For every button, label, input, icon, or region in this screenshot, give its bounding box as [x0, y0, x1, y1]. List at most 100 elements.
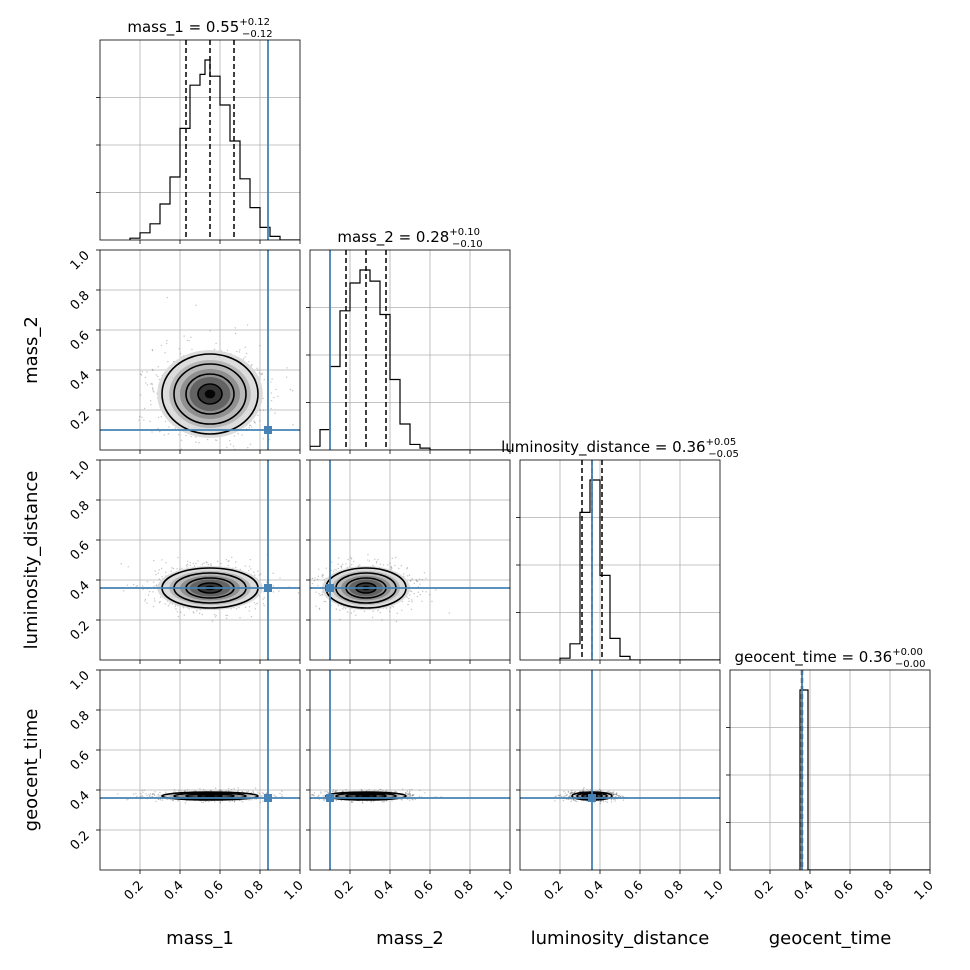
sample-point [253, 571, 255, 574]
sample-point [226, 349, 229, 352]
sample-point [158, 569, 160, 571]
sample-point [155, 584, 158, 586]
sample-point [263, 379, 265, 381]
sample-point [219, 802, 221, 804]
sample-point [242, 358, 245, 360]
sample-point [391, 800, 393, 802]
sample-point [406, 575, 409, 577]
histogram-luminosity_distance [559, 479, 720, 660]
sample-point [160, 416, 162, 418]
sample-point [149, 400, 152, 402]
sample-point [265, 792, 267, 795]
sample-point [153, 598, 156, 600]
sample-point [337, 563, 339, 565]
sample-point [381, 619, 383, 621]
sample-point [251, 799, 253, 801]
sample-point [418, 578, 421, 580]
sample-point [151, 348, 154, 351]
sample-point [179, 568, 181, 570]
sample-point [600, 800, 602, 803]
sample-point [254, 422, 256, 424]
sample-point [564, 795, 567, 797]
sample-point [183, 790, 186, 792]
sample-point [346, 611, 349, 613]
sample-point [409, 789, 411, 791]
sample-point [321, 575, 323, 577]
sample-point [615, 792, 618, 794]
sample-point [374, 789, 376, 791]
sample-point [225, 559, 228, 561]
sample-point [155, 800, 157, 803]
density-level [204, 389, 216, 399]
sample-point [352, 801, 354, 803]
sample-point [619, 795, 622, 798]
sample-point [173, 789, 176, 791]
sample-point [249, 443, 251, 445]
sample-point [248, 610, 250, 612]
sample-point [241, 801, 244, 803]
sample-point [409, 790, 411, 793]
sample-point [263, 597, 265, 599]
sample-point [157, 793, 159, 796]
sample-point [206, 561, 208, 564]
sample-point [258, 792, 260, 795]
sample-point [203, 562, 205, 564]
sample-point [192, 562, 194, 565]
y-tick-label: 1.0 [68, 668, 93, 693]
sample-point [179, 352, 182, 355]
sample-point [141, 416, 143, 418]
sample-point [292, 593, 293, 594]
sample-point [322, 576, 324, 578]
sample-point [581, 789, 584, 792]
sample-point [559, 795, 561, 797]
y-tick-label: 0.4 [68, 788, 93, 813]
sample-point [402, 788, 404, 790]
x-tick-label: 0.8 [872, 878, 897, 903]
sample-point [164, 420, 167, 423]
sample-point [311, 577, 314, 580]
sample-point [396, 612, 398, 615]
sample-point [304, 792, 305, 793]
sample-point [154, 791, 156, 793]
sample-point [227, 560, 229, 563]
x-tick-label: 0.4 [372, 878, 397, 903]
sample-point [401, 799, 403, 801]
sample-point [612, 793, 615, 795]
sample-point [189, 564, 192, 567]
sample-point [140, 792, 142, 795]
sample-point [165, 571, 167, 573]
sample-point [180, 439, 183, 441]
sample-point [141, 789, 143, 792]
sample-point [387, 564, 389, 566]
sample-point [229, 800, 231, 803]
sample-point [249, 424, 251, 427]
sample-point [416, 580, 418, 582]
sample-point [419, 594, 421, 596]
sample-point [602, 800, 605, 803]
sample-point [311, 794, 314, 796]
sample-point [407, 603, 409, 606]
sample-point [571, 789, 573, 792]
sample-point [225, 614, 227, 617]
sample-point [146, 602, 148, 604]
sample-point [210, 563, 212, 565]
sample-point [610, 801, 613, 803]
sample-point [339, 618, 341, 621]
sample-point [186, 789, 189, 791]
sample-point [586, 789, 588, 791]
sample-point [349, 566, 351, 568]
sample-point [219, 789, 221, 791]
sample-point [238, 606, 240, 609]
sample-point [261, 792, 264, 794]
sample-point [351, 563, 353, 566]
sample-point [237, 432, 239, 435]
x-axis-label-luminosity_distance: luminosity_distance [531, 928, 710, 949]
sample-point [166, 798, 169, 800]
sample-point [155, 374, 157, 376]
sample-point [258, 420, 261, 422]
sample-point [155, 573, 157, 576]
sample-point [140, 795, 142, 798]
sample-point [185, 564, 188, 566]
panel-title-luminosity_distance: luminosity_distance = 0.36+0.05 −0.05 [501, 437, 739, 460]
sample-point [404, 791, 407, 794]
